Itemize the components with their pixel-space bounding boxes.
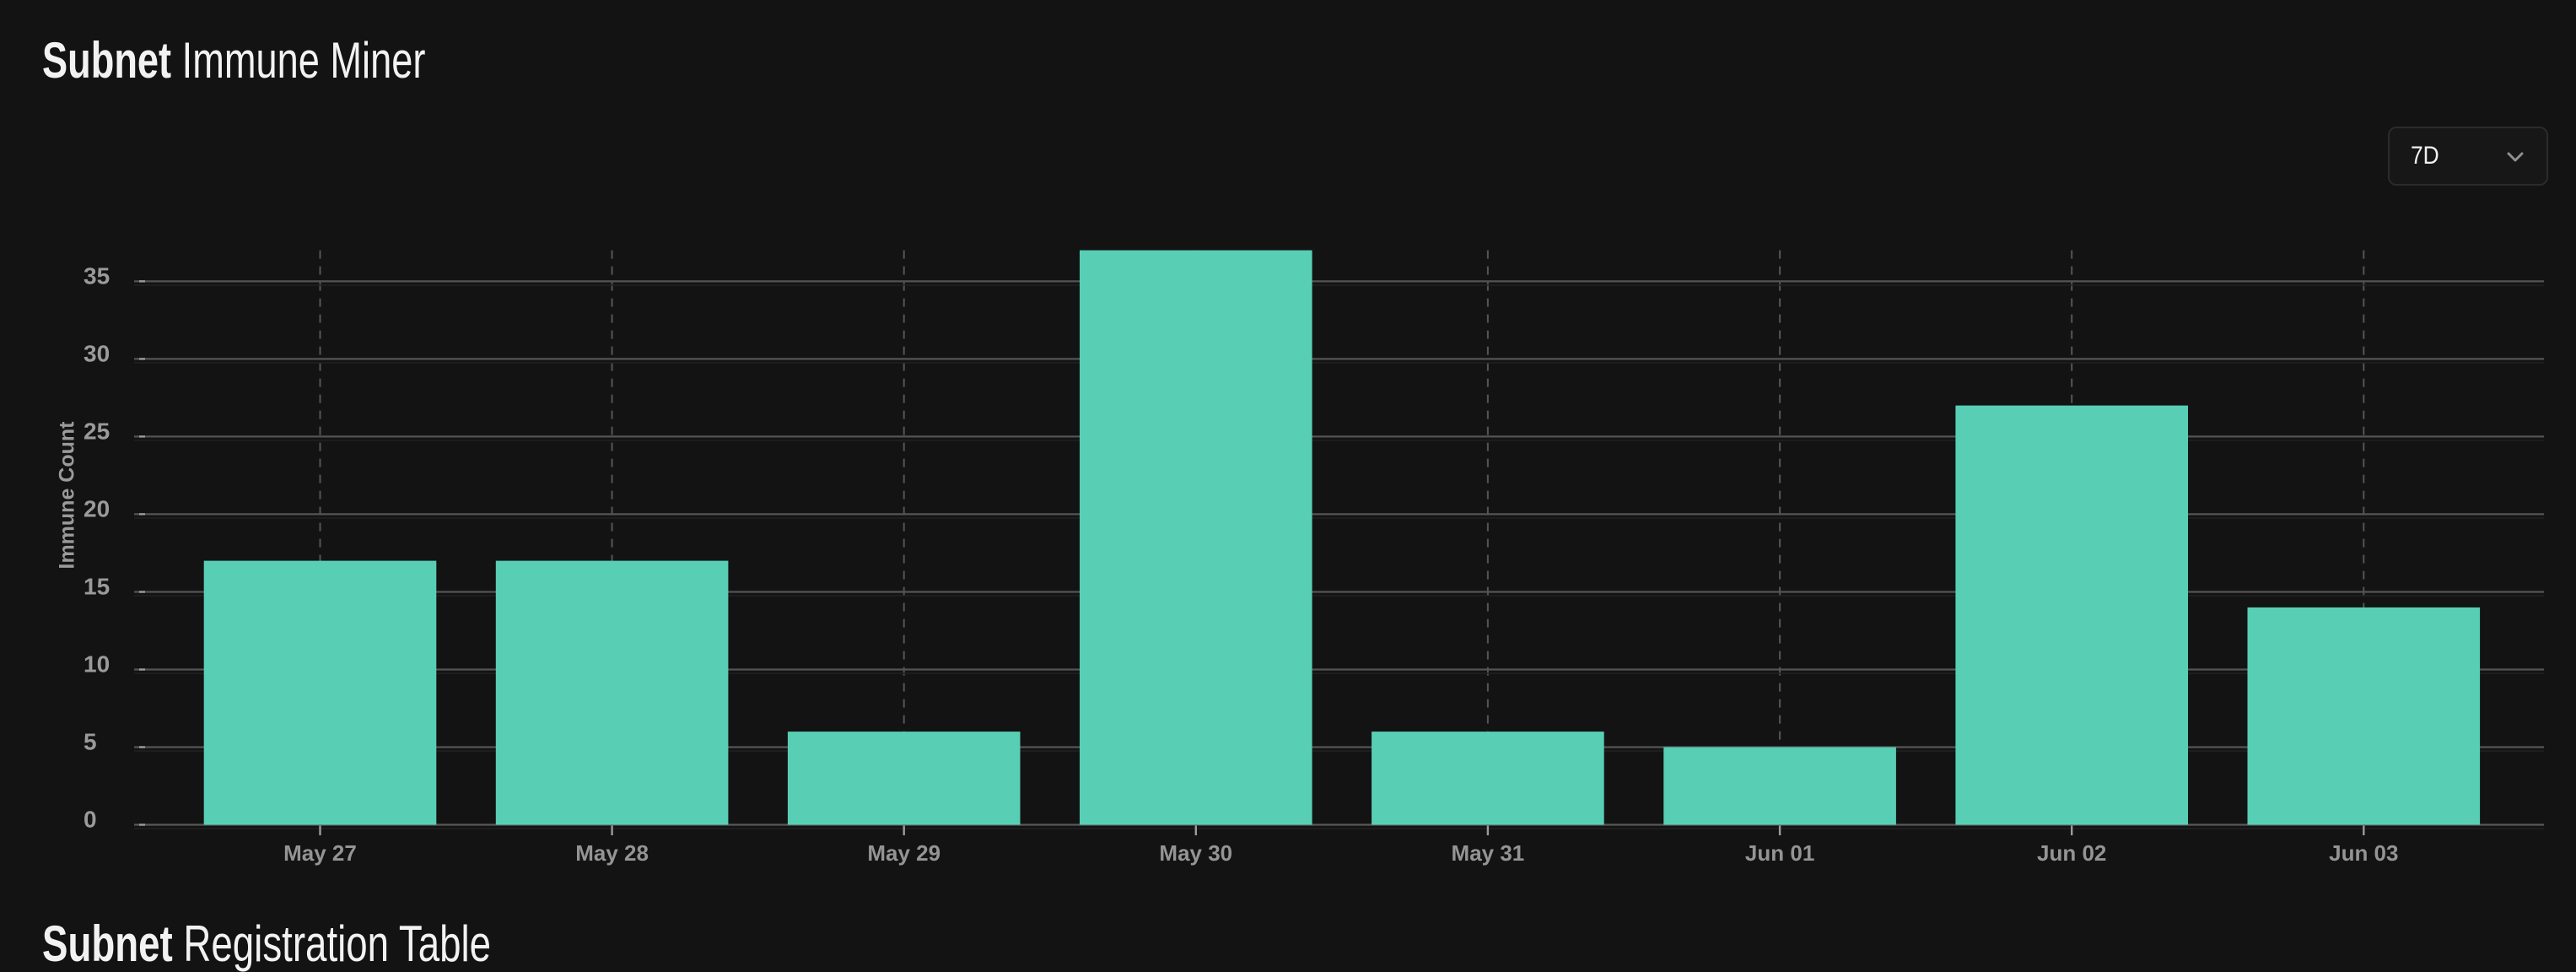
svg-text:Immune Count: Immune Count <box>56 421 79 570</box>
svg-text:20: 20 <box>84 495 110 521</box>
svg-text:15: 15 <box>84 574 110 600</box>
svg-text:30: 30 <box>84 340 110 366</box>
svg-text:10: 10 <box>84 651 110 678</box>
svg-text:0: 0 <box>84 807 97 833</box>
svg-text:Jun 02: Jun 02 <box>2037 840 2106 866</box>
svg-text:Jun 03: Jun 03 <box>2329 840 2398 866</box>
svg-text:May 28: May 28 <box>575 840 649 866</box>
svg-text:35: 35 <box>84 262 110 289</box>
svg-text:May 27: May 27 <box>283 840 357 866</box>
svg-text:5: 5 <box>84 729 97 755</box>
svg-text:May 29: May 29 <box>867 840 940 866</box>
svg-text:May 31: May 31 <box>1452 840 1525 866</box>
svg-text:May 30: May 30 <box>1159 840 1232 866</box>
svg-text:25: 25 <box>84 418 110 444</box>
svg-text:Jun 01: Jun 01 <box>1745 840 1814 866</box>
